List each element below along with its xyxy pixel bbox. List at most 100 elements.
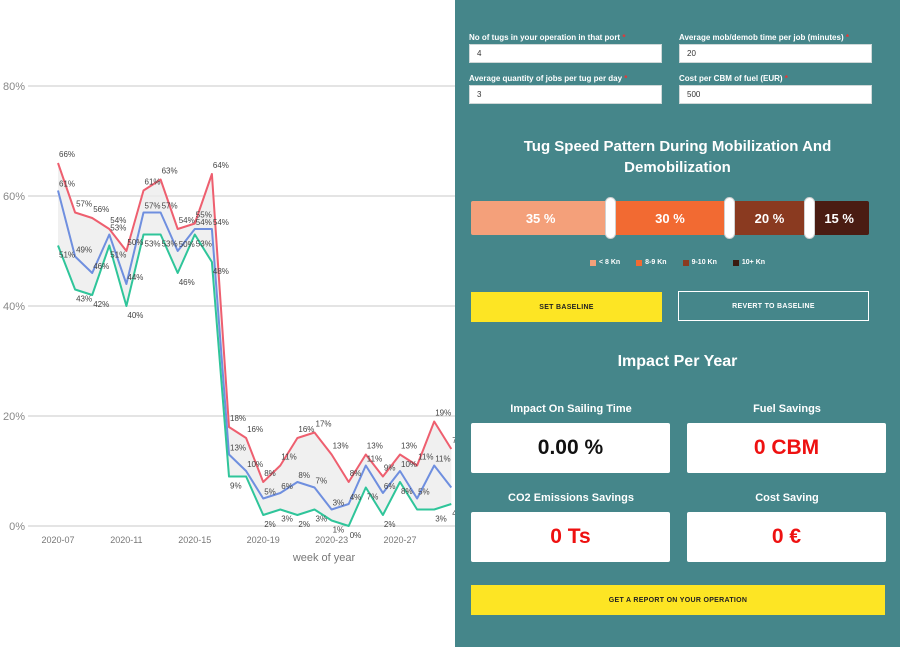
data-label: 64% (213, 161, 229, 170)
fuel-cost-input[interactable] (679, 85, 872, 104)
speed-segment: 35 % (471, 201, 611, 235)
co2-savings-label: CO2 Emissions Savings (508, 492, 634, 504)
data-label: 16% (298, 425, 314, 434)
data-label: 8% (298, 471, 310, 480)
data-label: 49% (76, 246, 92, 255)
speed-pattern-bar[interactable]: 35 % 30 % 20 % 15 % (471, 197, 869, 239)
data-label: 9% (384, 464, 396, 473)
data-label: 57% (145, 202, 161, 211)
get-report-button[interactable]: GET A REPORT ON YOUR OPERATION (471, 585, 885, 615)
speed-segment: 15 % (809, 201, 869, 235)
data-label: 3% (333, 499, 345, 508)
legend-swatch (589, 259, 596, 266)
y-tick-label: 0% (9, 521, 25, 533)
legend-label: 9-10 Kn (691, 259, 717, 266)
tugs-input[interactable] (469, 44, 662, 63)
fuel-cost-label: Cost per CBM of fuel (EUR) * (679, 74, 788, 83)
legend-label: 8-9 Kn (645, 259, 667, 266)
data-label: 13% (367, 442, 383, 451)
legend-swatch (636, 259, 643, 266)
data-label: 11% (281, 453, 296, 462)
data-label: 66% (59, 150, 75, 159)
x-tick-label: 2020-27 (383, 535, 416, 545)
cost-saving-label: Cost Saving (755, 492, 819, 504)
data-label: 51% (110, 251, 126, 260)
data-label: 8% (401, 487, 413, 496)
data-label: 57% (162, 202, 178, 211)
mob-time-label: Average mob/demob time per job (minutes)… (679, 33, 849, 42)
data-label: 19% (435, 409, 451, 418)
data-label: 8% (350, 469, 362, 478)
data-label: 46% (179, 278, 195, 287)
data-label: 2% (298, 520, 310, 529)
speed-segment: 30 % (610, 201, 730, 235)
series-line (57, 190, 453, 511)
data-label: 55% (196, 211, 212, 220)
data-label: 10% (247, 460, 263, 469)
impact-title: Impact Per Year (617, 353, 738, 370)
legend-label: 10+ Kn (741, 259, 766, 266)
sailing-time-value: 0.00 % (471, 423, 670, 473)
data-label: 16% (247, 425, 263, 434)
data-label: 53% (162, 240, 178, 249)
data-label: 53% (110, 224, 126, 233)
data-label: 6% (384, 482, 396, 491)
line-chart: 0%20%40%60%80%2020-07 2020-11 2020-15 2020-… (3, 81, 456, 564)
data-label: 18% (230, 414, 246, 423)
x-tick-label: 2020-07 (41, 535, 74, 545)
data-label: 11% (418, 453, 433, 462)
revert-baseline-button[interactable]: REVERT TO BASELINE (678, 291, 869, 321)
data-label: 42% (93, 300, 109, 309)
data-label: 5% (264, 488, 276, 497)
data-label: 11% (435, 455, 450, 464)
data-label: 53% (145, 240, 161, 249)
data-label: 7 (452, 436, 456, 445)
data-label: 56% (93, 205, 109, 214)
chart-area: 0% 20% 40% 60% 80% 2020-07 2020-11 2020-15 2020-… (2, 81, 456, 564)
data-label: 48% (213, 267, 229, 276)
fuel-savings-label: Fuel Savings (753, 403, 821, 415)
data-label: 61% (59, 180, 75, 189)
data-label: 13% (401, 442, 417, 451)
set-baseline-button[interactable]: SET BASELINE (471, 292, 662, 322)
data-label: 17% (316, 420, 332, 429)
data-label: 57% (76, 200, 92, 209)
speed-segment: 20 % (729, 201, 810, 235)
data-label: 2% (264, 520, 276, 529)
data-label: 3% (316, 515, 328, 524)
data-label: 3% (435, 515, 447, 524)
data-label: 4 (452, 509, 456, 518)
data-label: 54% (179, 216, 195, 225)
legend-item: 8-9 Kn (636, 259, 667, 266)
jobs-input[interactable] (469, 85, 662, 104)
data-label: 8% (264, 469, 276, 478)
mob-time-input[interactable] (679, 44, 872, 63)
x-tick-label: 2020-15 (178, 535, 211, 545)
speed-slider-handle[interactable] (604, 197, 616, 239)
data-label: 4% (350, 493, 362, 502)
data-label: 7% (367, 493, 379, 502)
data-label: 43% (76, 295, 92, 304)
sailing-time-label: Impact On Sailing Time (510, 403, 632, 415)
data-label: 54% (213, 218, 229, 227)
data-label: 63% (162, 167, 178, 176)
data-label: 53% (196, 240, 212, 249)
y-tick-label: 60% (3, 191, 25, 203)
data-label: 50% (127, 238, 143, 247)
legend-swatch (732, 259, 739, 266)
data-label: 46% (93, 262, 109, 271)
speed-slider-handle[interactable] (803, 197, 815, 239)
data-label: 11% (367, 455, 382, 464)
calculator-panel: No of tugs in your operation in that por… (455, 0, 900, 647)
data-label: 10% (401, 460, 417, 469)
x-tick-label: 2020-11 (110, 535, 142, 545)
data-label: 13% (333, 442, 349, 451)
speed-slider-handle[interactable] (724, 197, 736, 239)
legend-item: < 8 Kn (589, 259, 620, 266)
co2-savings-value: 0 Ts (471, 512, 670, 562)
data-label: 1% (333, 526, 345, 535)
legend-swatch (682, 259, 689, 266)
speed-legend: < 8 Kn 8-9 Kn 9-10 Kn 10+ Kn (455, 259, 900, 266)
x-axis-label: week of year (292, 552, 356, 564)
y-tick-label: 80% (3, 81, 25, 93)
